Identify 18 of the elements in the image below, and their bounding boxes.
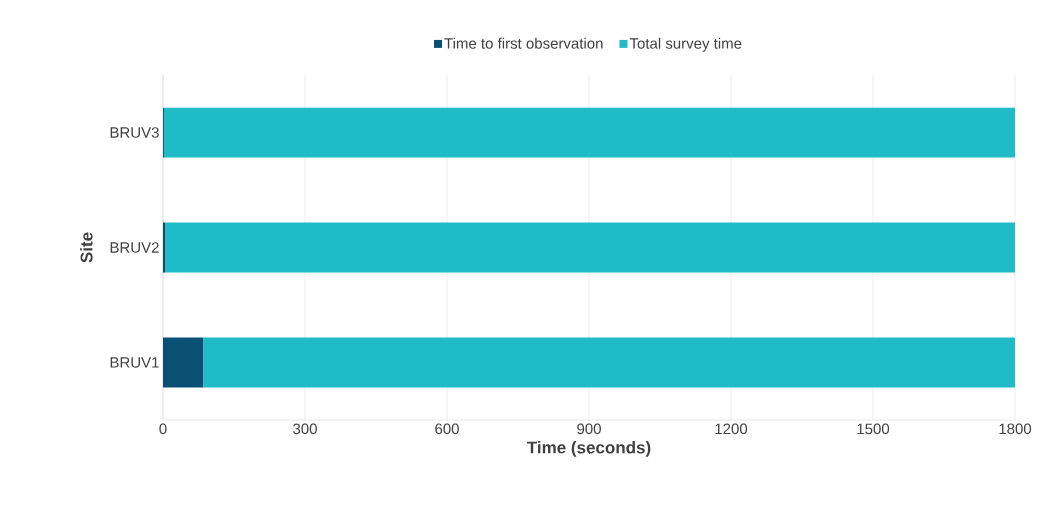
bar [203, 337, 1016, 388]
bar [163, 107, 1016, 158]
y-axis-title: Site [80, 232, 93, 263]
x-tick-label: 0 [159, 423, 167, 435]
y-tick-label: BRUV2 [110, 242, 159, 253]
bar [165, 222, 1016, 273]
x-axis-title: Time (seconds) [527, 441, 651, 457]
legend-label: Time to first observation [444, 37, 603, 49]
y-tick-label: BRUV1 [110, 357, 159, 368]
x-tick-label: 1800 [999, 423, 1032, 435]
x-tick-label: 600 [435, 423, 459, 435]
y-tick-label: BRUV3 [110, 127, 159, 138]
x-tick-label: 300 [293, 423, 317, 435]
legend-label: Total survey time [629, 37, 742, 52]
x-tick-label: 900 [577, 423, 601, 435]
bar [163, 337, 204, 388]
x-tick-label: 1500 [857, 423, 890, 435]
x-tick-label: 1200 [715, 423, 748, 435]
